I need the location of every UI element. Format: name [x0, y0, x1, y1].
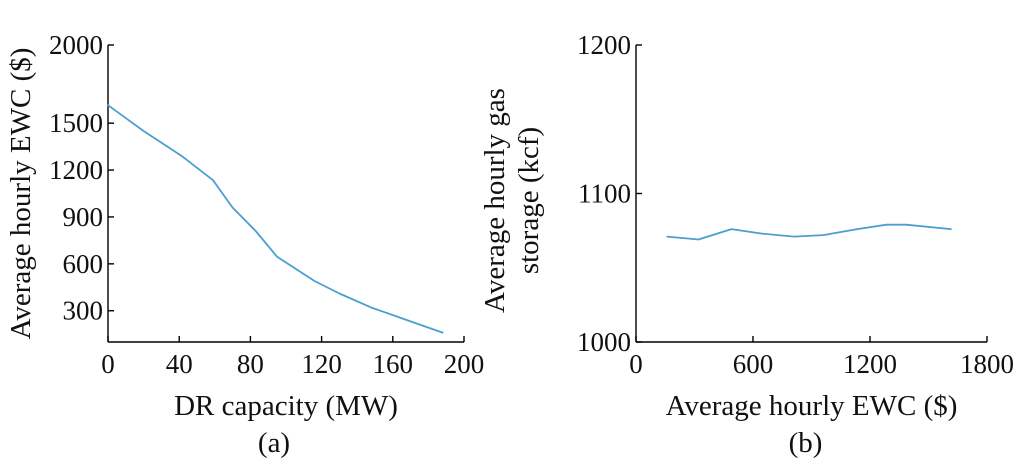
x-tick-label: 200 [444, 349, 485, 379]
x-axis-label: DR capacity (MW) [174, 390, 398, 422]
series-line-0 [107, 104, 444, 334]
y-tick-label: 600 [63, 249, 104, 279]
panel-label: (a) [258, 427, 290, 459]
y-axis-label-line: Average hourly gas [479, 88, 511, 313]
x-tick-label: 120 [301, 349, 342, 379]
y-tick-label: 1200 [49, 155, 103, 185]
x-tick-label: 40 [166, 349, 193, 379]
x-axis-label: Average hourly EWC ($) [666, 390, 958, 422]
y-tick-label: 300 [63, 296, 104, 326]
y-tick-label: 2000 [49, 30, 103, 60]
x-tick-label: 1800 [960, 349, 1014, 379]
panel-label: (b) [789, 427, 823, 459]
y-tick-label: 1000 [577, 327, 631, 357]
x-tick-label: 160 [373, 349, 414, 379]
x-tick-label: 0 [101, 349, 115, 379]
x-tick-label: 1200 [843, 349, 897, 379]
chart-panel-0: 0 40 80 120 160 200 300 600 900 1200 1500 2000 DR ca… [5, 30, 484, 459]
y-axis-label: Average hourly EWC ($) [5, 48, 37, 340]
y-axis-label-line: storage (kcf) [513, 127, 545, 274]
y-tick-label: 1200 [577, 30, 631, 60]
y-tick-label: 900 [63, 202, 104, 232]
series-line-0 [666, 223, 952, 241]
x-tick-label: 600 [733, 349, 774, 379]
y-tick-label: 1500 [49, 108, 103, 138]
x-tick-label: 0 [629, 349, 643, 379]
x-tick-label: 80 [237, 349, 264, 379]
chart-panel-1: 0 600 1200 1800 1000 1100 1200 Average hourly E… [479, 30, 1014, 459]
y-tick-label: 1100 [578, 179, 631, 209]
